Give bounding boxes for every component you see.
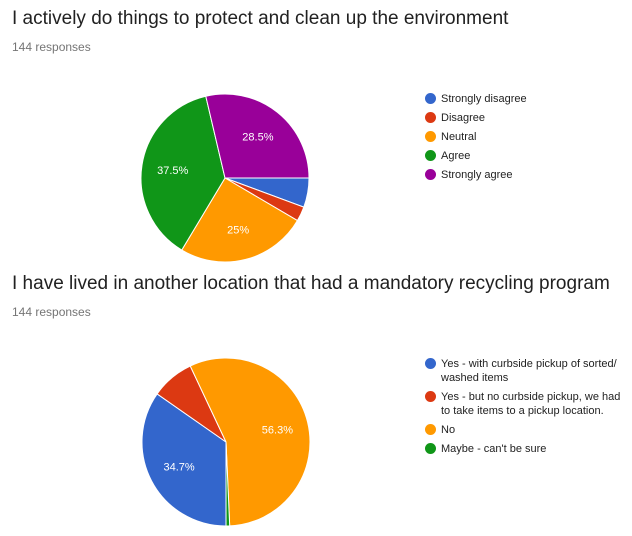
legend-label: Maybe - can't be sure [441, 443, 547, 455]
pie-label-2-3: 56.3% [262, 424, 293, 436]
legend-item-1-1[interactable]: Strongly disagree [425, 92, 630, 106]
legend-item-2-3[interactable]: No [425, 423, 630, 437]
legend-label: Yes - with curbside pickup of sorted/ wa… [441, 358, 617, 384]
legend-dot-icon [425, 150, 436, 161]
chart-1-pie: 25% 37.5% 28.5% [140, 93, 310, 263]
legend-label: Strongly disagree [441, 93, 527, 105]
pie-slice-1-5 [205, 93, 310, 179]
pie-slice-2-3 [189, 357, 311, 527]
legend-item-1-5[interactable]: Strongly agree [425, 168, 630, 182]
chart-1: I actively do things to protect and clea… [0, 0, 632, 265]
legend-label: Strongly agree [441, 169, 513, 181]
legend-dot-icon [425, 169, 436, 180]
legend-item-1-3[interactable]: Neutral [425, 130, 630, 144]
legend-dot-icon [425, 358, 436, 369]
legend-dot-icon [425, 112, 436, 123]
legend-item-2-1[interactable]: Yes - with curbside pickup of sorted/ wa… [425, 357, 630, 385]
chart-1-subtitle: 144 responses [12, 40, 91, 54]
legend-label: Agree [441, 150, 471, 162]
chart-2-pie: 34.7% 56.3% [141, 357, 311, 527]
chart-2-title: I have lived in another location that ha… [12, 273, 610, 294]
pie-label-1-3: 25% [227, 224, 249, 236]
legend-item-1-4[interactable]: Agree [425, 149, 630, 163]
legend-item-1-2[interactable]: Disagree [425, 111, 630, 125]
pie-slice-2-1 [141, 393, 227, 527]
legend-dot-icon [425, 391, 436, 402]
legend-dot-icon [425, 131, 436, 142]
legend-item-2-2[interactable]: Yes - but no curbside pickup, we had to … [425, 390, 630, 418]
legend-label: Disagree [441, 112, 486, 124]
legend-label: No [441, 424, 456, 436]
chart-1-legend: Strongly disagree Disagree Neutral Agree Str… [425, 92, 630, 187]
chart-2-subtitle: 144 responses [12, 305, 91, 319]
chart-2: I have lived in another location that ha… [0, 265, 632, 536]
pie-slice-1-3 [181, 177, 299, 263]
legend-dot-icon [425, 424, 436, 435]
chart-2-legend: Yes - with curbside pickup of sorted/ wa… [425, 357, 630, 461]
legend-item-2-4[interactable]: Maybe - can't be sure [425, 442, 630, 456]
pie-label-1-5: 28.5% [242, 132, 273, 144]
pie-slice-2-4 [225, 441, 231, 527]
legend-dot-icon [425, 93, 436, 104]
pie-label-2-1: 34.7% [163, 462, 194, 474]
chart-1-title: I actively do things to protect and clea… [12, 8, 509, 29]
legend-label: Yes - but no curbside pickup, we had to … [441, 391, 621, 417]
pie-label-1-4: 37.5% [157, 165, 188, 177]
pie-slice-1-4 [140, 95, 226, 251]
legend-label: Neutral [441, 131, 477, 143]
legend-dot-icon [425, 443, 436, 454]
